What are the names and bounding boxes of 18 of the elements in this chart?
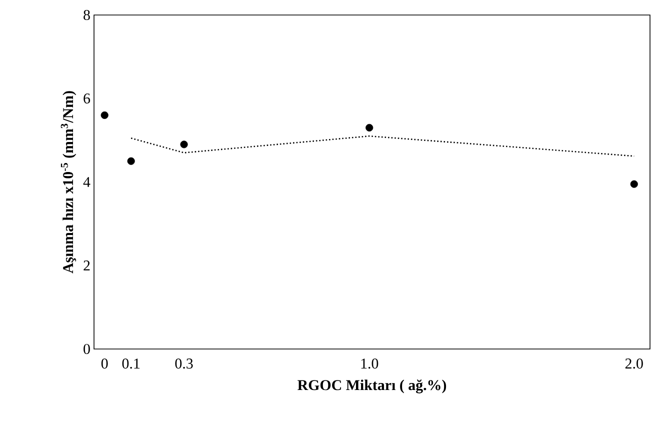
x-axis-title: RGOC Miktarı ( ağ.%): [298, 379, 446, 394]
x-tick-label: 0.3: [175, 358, 193, 369]
y-tick-label: 0: [84, 344, 90, 354]
x-tick-label: 0: [101, 358, 108, 369]
point: [180, 140, 188, 148]
y-tick-label: 8: [84, 10, 90, 20]
point: [100, 111, 108, 119]
y-tick-label: 6: [84, 93, 90, 104]
point: [630, 180, 638, 188]
line-series: [130, 135, 635, 157]
point: [127, 157, 135, 165]
y-tick-label: 4: [83, 177, 90, 187]
point: [366, 124, 374, 132]
x-tick-label: 1.0: [361, 358, 378, 369]
x-tick-label: 0.1: [122, 358, 140, 369]
x-tick-label: 2.0: [625, 358, 643, 369]
y-tick-label: 2: [84, 260, 90, 270]
y-axis-title: Aşınma hızı x10$^{-5}$ (mm$^{3}$/Nm): [60, 91, 76, 274]
